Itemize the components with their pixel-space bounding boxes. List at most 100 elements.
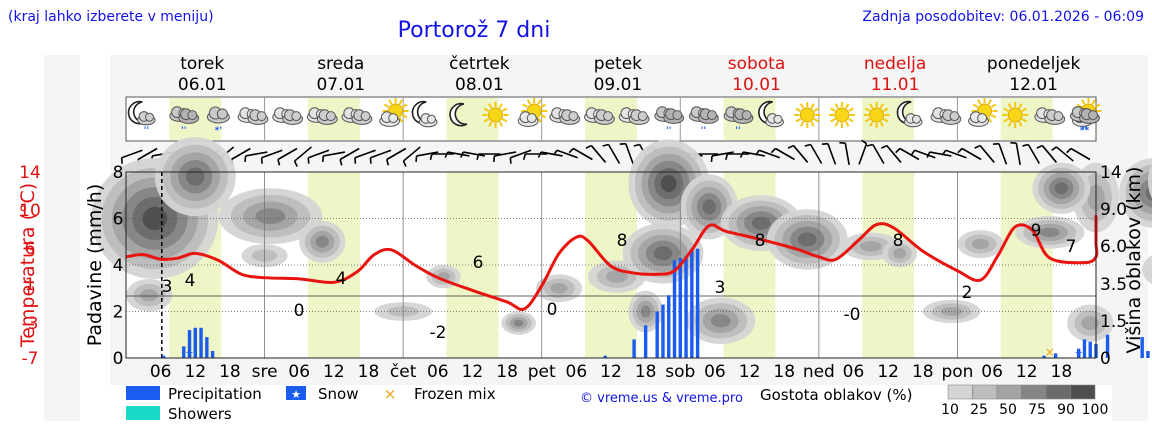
wind-barb-feather [861,139,867,145]
wind-barb-shaft [121,149,143,159]
cloud-shape [773,114,783,124]
wind-barb-shaft [416,151,439,157]
density-tick: 10 [941,402,959,418]
wind-barb-shaft [386,147,407,161]
temp-label: 9 [1031,221,1042,241]
temp-label: 8 [617,231,628,251]
wind-barb-icon [244,151,268,162]
cloud-height-tick: 1.5 [1100,312,1127,332]
wind-barb-shaft [872,144,885,164]
wind-barb-icon [1010,141,1021,165]
hour-tick: 12 [462,362,484,382]
wind-barb-feather [725,153,729,161]
wind-barb-feather [277,159,281,166]
wind-barb-icon [493,151,517,162]
precip-bar [1053,353,1058,358]
hour-tick: 06 [427,362,449,382]
cloud-shape [256,111,267,122]
wind-barb-feather [321,155,325,162]
wind-barb-feather [1051,146,1057,152]
temp-tick: 10 [19,201,41,221]
day-name: ponedeljek [987,54,1081,74]
sun-ray [810,121,815,127]
cloud-density-blob [653,246,673,261]
wind-barb-feather [260,157,263,164]
legend-snow-swatch [286,386,306,400]
cloud-icon [930,107,962,125]
sun-ray [540,114,546,119]
region-note[interactable]: (kraj lahko izberete v meniju) [8,9,214,25]
sun-ray [869,121,874,127]
wind-barb-shaft [137,147,158,161]
cloud-height-tick: 0 [1100,349,1111,369]
temp-label: 2 [962,283,973,303]
sun-ray [498,103,503,109]
wind-barb-shaft [307,149,330,159]
wind-barb-shaft [572,147,593,161]
temp-label: 8 [755,231,766,251]
precip-tick: 2 [113,303,124,323]
sun-ray [830,107,836,112]
wind-barb-feather [354,157,357,164]
sun-ray [879,121,884,127]
sun-ray [883,107,889,112]
snow-star-icon: ★ [291,388,301,401]
sun-ray [848,107,854,112]
cloud-icon [237,107,269,125]
day-name: petek [594,54,642,74]
wind-barb-icon [1066,147,1091,161]
sun-ray [883,118,889,123]
sun-ray [388,99,393,105]
cloud-density-blob [1054,182,1069,195]
hour-tick: 12 [877,362,899,382]
temp-label: 4 [336,269,347,289]
sun-ray [845,103,850,109]
sun-ray [990,103,997,108]
wind-barb-feather [881,144,888,149]
wind-barb-icon [725,153,750,161]
precip-mark: *' [215,126,222,136]
cloud-density-blob [702,199,716,215]
temp-label: 0 [294,301,305,321]
wind-barb-feather [522,153,527,161]
wind-barb-shaft [510,149,532,159]
credit-link[interactable]: © vreme.us & vreme.pro [580,391,743,406]
wind-barb-feather [755,149,760,156]
precip-bar [1088,341,1092,358]
precip-tick: 8 [113,163,124,183]
density-swatch [996,384,1022,400]
sun-ray [1003,107,1009,112]
density-swatch [1021,384,1047,400]
wind-barb-icon [941,149,967,159]
wind-barb-shaft [979,145,995,163]
temp-tick: -7 [22,349,39,369]
cloud-shape [672,110,683,121]
sun-ray [869,103,874,109]
wind-barb-icon [568,147,593,161]
cloud-density-blob [550,283,568,294]
cloud-icon [272,107,304,125]
precip-tick: 6 [113,210,124,230]
density-tick: 25 [970,402,988,418]
wind-barb-shaft [230,147,251,161]
wind-barb-icon [444,151,470,158]
last-updated: Zadnja posodobitev: 06.01.2026 - 06:09 [862,9,1144,25]
moon-cloud-rain-icon: '' [127,100,156,136]
wind-barb-shaft [245,151,268,157]
wind-barb-shaft [323,151,346,157]
wind-barb-feather [1010,141,1017,144]
precip-bar [210,351,215,358]
wind-barb-shaft [447,151,470,157]
sun-ray [488,121,493,127]
wind-barb-shaft [540,151,563,157]
hour-tick: 12 [1016,362,1038,382]
legend-precipitation-label: Precipitation [168,385,262,403]
wind-barb-icon [509,149,532,164]
precip-bar [684,255,688,358]
cloud-rain-icon: '' [723,106,754,136]
wind-barb-shaft [277,147,298,161]
density-swatch [1070,384,1096,400]
cloud-rain-icon: '' [654,106,685,136]
hour-tick: 12 [739,362,761,382]
left-panel [44,55,80,421]
